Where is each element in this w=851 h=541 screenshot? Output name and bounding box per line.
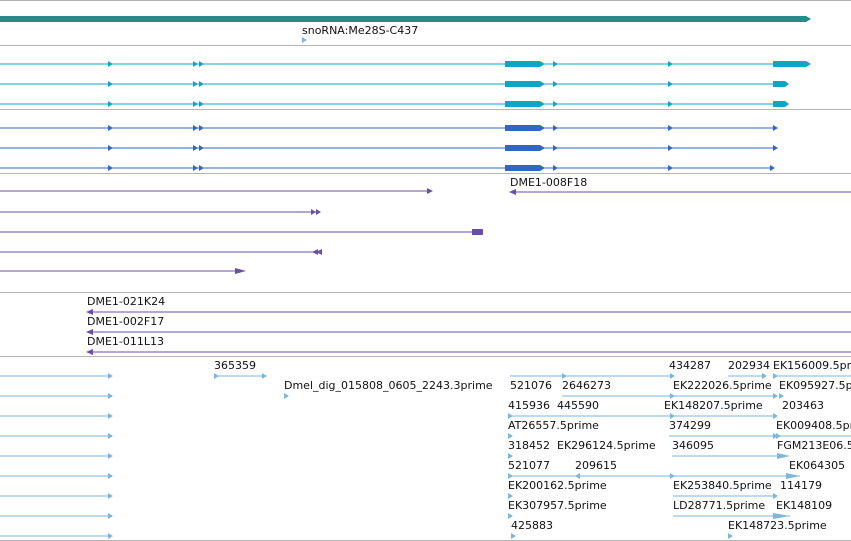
- est-label: 209615: [575, 459, 617, 472]
- est-label: 2646273: [562, 379, 611, 392]
- clone-label: DME1-021K24: [87, 295, 165, 308]
- clone-label: DME1-008F18: [510, 176, 587, 189]
- est-label: 318452: [508, 439, 550, 452]
- est-label: 445590: [557, 399, 599, 412]
- est-label: 521077: [508, 459, 550, 472]
- clone-label: DME1-011L13: [87, 335, 164, 348]
- est-label: FGM213E06.5prime: [777, 439, 851, 452]
- clone-track[interactable]: DME1-008F18 DME1-021K24 DME1-002F17 DME1…: [0, 176, 851, 355]
- est-label: 365359: [214, 359, 256, 372]
- est-label: 202934: [728, 359, 770, 372]
- clone-label: DME1-002F17: [87, 315, 164, 328]
- est-label: 203463: [782, 399, 824, 412]
- cds-track[interactable]: [0, 125, 778, 171]
- transcript-track[interactable]: [0, 61, 811, 107]
- est-label: EK148207.5prime: [664, 399, 763, 412]
- est-label: EK148723.5prime: [728, 519, 827, 532]
- est-label: 114179: [780, 479, 822, 492]
- est-label: EK009408.5prime: [776, 419, 851, 432]
- est-label: EK253840.5prime: [673, 479, 772, 492]
- est-label: Dmel_dig_015808_0605_2243.3prime: [284, 379, 493, 392]
- est-label: 346095: [672, 439, 714, 452]
- est-label: AT26557.5prime: [508, 419, 599, 432]
- snorna-label: snoRNA:Me28S-C437: [302, 24, 418, 37]
- est-label: LD28771.5prime: [673, 499, 765, 512]
- est-label: 415936: [508, 399, 550, 412]
- est-label: EK200162.5prime: [508, 479, 607, 492]
- est-label: EK095927.5prime: [779, 379, 851, 392]
- snorna-feature[interactable]: snoRNA:Me28S-C437: [302, 24, 418, 43]
- est-label: 425883: [511, 519, 553, 532]
- est-track[interactable]: 365359 434287 202934 EK156009.5prime Dme…: [0, 359, 851, 539]
- est-label: EK296124.5prime: [557, 439, 656, 452]
- est-label: 374299: [669, 419, 711, 432]
- est-label: EK222026.5prime: [673, 379, 772, 392]
- gene-feature[interactable]: [0, 16, 811, 22]
- est-label: EK148109: [776, 499, 832, 512]
- est-label: EK064305: [789, 459, 845, 472]
- est-label: EK307957.5prime: [508, 499, 607, 512]
- est-label: EK156009.5prime: [773, 359, 851, 372]
- est-label: 434287: [669, 359, 711, 372]
- est-label: 521076: [510, 379, 552, 392]
